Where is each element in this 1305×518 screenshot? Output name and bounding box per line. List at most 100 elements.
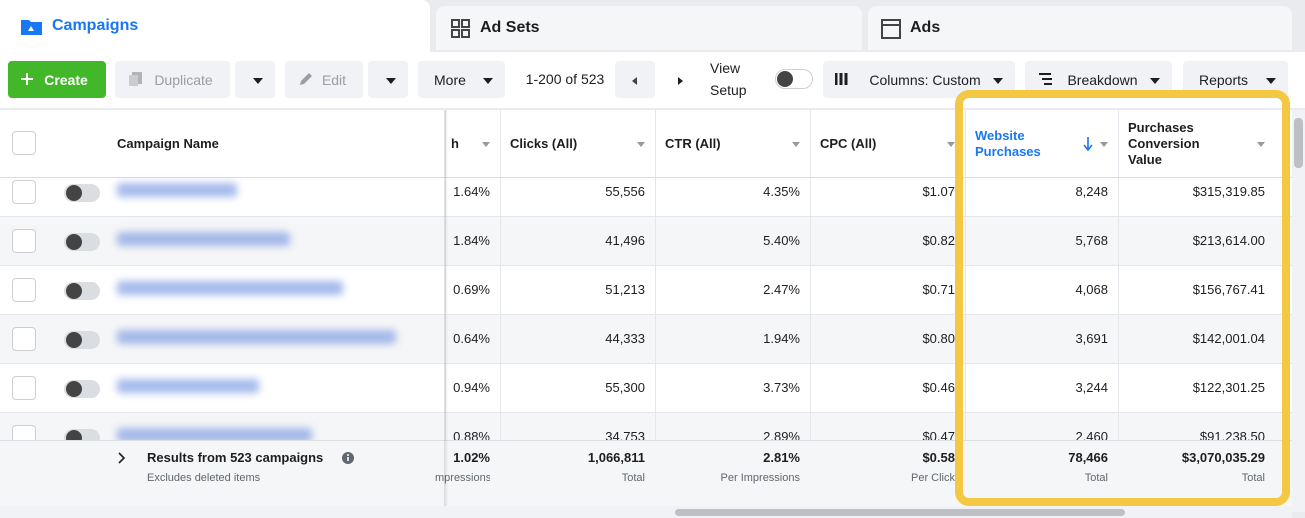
checkbox[interactable] [12, 277, 36, 302]
toggle-knob [66, 331, 82, 348]
scrollbar-thumb[interactable] [1294, 118, 1303, 168]
column-divider [500, 110, 501, 440]
footer-total: 1.02% [453, 450, 490, 465]
toggle-knob [66, 380, 82, 397]
table-cell: 5.40% [763, 232, 800, 248]
campaign-name[interactable] [117, 329, 396, 344]
edit-button[interactable]: Edit [285, 61, 363, 98]
footer-total: $3,070,035.29 [1181, 450, 1265, 465]
sort-caret[interactable] [792, 142, 800, 148]
table-cell: $213,614.00 [1192, 232, 1265, 248]
table-cell: $0.46 [922, 379, 955, 395]
scrollbar-vertical [1292, 110, 1305, 512]
sort-caret[interactable] [637, 142, 645, 148]
column-divider [655, 110, 656, 440]
footer-sublabel: Total [621, 472, 645, 484]
table-cell: 44,333 [605, 330, 645, 346]
toggle-knob [66, 184, 82, 201]
table-cell: $0.80 [922, 330, 955, 346]
dropdown-button[interactable] [368, 61, 408, 98]
footer-total: 78,466 [1068, 450, 1108, 465]
column-divider [965, 110, 966, 440]
footer-sublabel: Total [1084, 472, 1108, 484]
highlight-box [955, 90, 1290, 506]
footer-total: 2.81% [763, 450, 800, 465]
checkbox[interactable] [12, 131, 36, 155]
prev-button[interactable] [615, 61, 655, 98]
create-button[interactable]: Create [8, 61, 106, 98]
table-cell: 2.47% [763, 281, 800, 297]
sort-caret[interactable] [947, 142, 955, 148]
footer-sublabel: Total [1241, 472, 1265, 484]
checkbox[interactable] [12, 375, 36, 400]
table-cell: 3,691 [1075, 330, 1108, 346]
duplicate-button[interactable]: Duplicate [115, 61, 230, 98]
tab-label[interactable]: Ad Sets [480, 19, 540, 36]
dropdown-button[interactable] [235, 61, 275, 98]
campaign-name[interactable] [117, 182, 237, 197]
toggle-knob [66, 233, 82, 250]
footer-sublabel: mpressions [435, 472, 490, 484]
frozen-shadow [444, 440, 448, 506]
column-header[interactable]: CPC (All) [820, 136, 877, 151]
campaign-name[interactable] [117, 280, 343, 295]
tab-label[interactable]: Campaigns [52, 17, 139, 34]
table-cell: 3,244 [1075, 379, 1108, 395]
table-cell: 41,496 [605, 232, 645, 248]
campaign-name[interactable] [117, 231, 290, 246]
table-cell: 51,213 [605, 281, 645, 297]
campaign-name[interactable] [117, 427, 312, 442]
view-setup-label: Setup [710, 82, 747, 98]
footer-total: $0.58 [922, 450, 955, 465]
column-header[interactable]: Campaign Name [117, 136, 219, 151]
table-row [0, 265, 1292, 314]
table-cell: $0.47 [922, 428, 955, 444]
next-button[interactable] [660, 61, 700, 98]
footer-title: Results from 523 campaigns [147, 450, 324, 465]
table-cell: 0.88% [453, 428, 490, 444]
footer-note: Excludes deleted items [147, 472, 261, 484]
table-cell: 0.94% [453, 379, 490, 395]
checkbox[interactable] [12, 179, 36, 204]
frozen-shadow [444, 110, 448, 440]
table-cell: 1.94% [763, 330, 800, 346]
footer-sublabel: Per Impressions [720, 472, 800, 484]
toggle-knob [777, 71, 793, 87]
column-header[interactable]: CTR (All) [665, 136, 721, 151]
table-cell: 2,460 [1075, 428, 1108, 444]
table-cell: $1.07 [922, 183, 955, 199]
checkbox[interactable] [12, 228, 36, 253]
table-cell: $0.82 [922, 232, 955, 248]
column-header[interactable]: Website Purchases [975, 128, 1041, 159]
tab [868, 6, 1292, 50]
sort-caret[interactable] [482, 142, 490, 148]
table-cell: $156,767.41 [1192, 281, 1265, 297]
pagination: 1-200 of 523 [525, 71, 605, 87]
table-cell: $315,319.85 [1192, 183, 1265, 199]
sort-caret[interactable] [1257, 142, 1265, 148]
tab-label[interactable]: Ads [910, 19, 941, 36]
column-header[interactable]: h [451, 136, 459, 151]
table-cell: 1.64% [453, 183, 490, 199]
column-divider [445, 110, 446, 440]
table-cell: 3.73% [763, 379, 800, 395]
footer-total: 1,066,811 [587, 450, 645, 465]
column-header[interactable]: Clicks (All) [510, 136, 578, 151]
column-header[interactable]: Purchases Conversion Value [1128, 120, 1200, 167]
campaign-name[interactable] [117, 378, 259, 393]
tab [0, 0, 430, 52]
table-cell: 0.69% [453, 281, 490, 297]
more-button[interactable]: More [418, 61, 505, 98]
scrollbar-thumb[interactable] [675, 509, 1125, 516]
table-cell: 4.35% [763, 183, 800, 199]
table-cell: $142,001.04 [1192, 330, 1265, 346]
sort-caret[interactable] [1100, 142, 1108, 148]
table-cell: 4,068 [1075, 281, 1108, 297]
toggle-knob [66, 282, 82, 299]
footer-sublabel: Per Click [910, 472, 955, 484]
column-divider [810, 110, 811, 440]
table-header [0, 110, 1292, 178]
table-cell: $0.71 [922, 281, 955, 297]
checkbox[interactable] [12, 326, 36, 351]
